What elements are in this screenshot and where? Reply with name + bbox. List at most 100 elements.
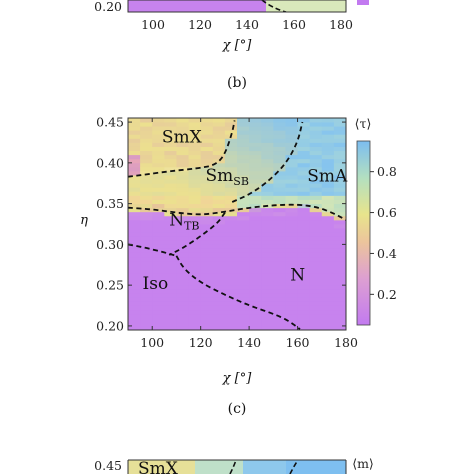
heatmap-cell (261, 183, 274, 188)
heatmap-cell (297, 175, 311, 180)
heatmap-cell (176, 248, 189, 253)
heatmap-cell (249, 309, 262, 315)
heatmap-cell (261, 199, 274, 205)
heatmap-cell (200, 118, 214, 123)
heatmap-cell (249, 285, 262, 290)
heatmap-cell (200, 134, 214, 139)
region-label-smx: SmX (162, 128, 203, 148)
heatmap-cell (200, 281, 214, 286)
heatmap-cell (128, 313, 141, 319)
heatmap-cell (321, 313, 335, 319)
heatmap-cell (297, 228, 311, 233)
heatmap-cell (224, 166, 238, 172)
heatmap-cell (176, 203, 189, 209)
heatmap-cell (261, 325, 274, 330)
heatmap-cell (273, 232, 286, 237)
heatmap-cell (224, 260, 238, 266)
heatmap-cell (237, 228, 250, 233)
heatmap-cell (237, 118, 250, 123)
heatmap-cell (249, 293, 262, 298)
heatmap-cell (164, 215, 177, 221)
heatmap-cell (140, 317, 153, 323)
heatmap-cell (176, 240, 189, 245)
heatmap-cell (321, 317, 335, 323)
heatmap-cell (249, 183, 262, 188)
heatmap-cell (261, 293, 274, 298)
heatmap-cell (297, 179, 311, 184)
heatmap-cell (224, 171, 238, 176)
heatmap-cell (261, 244, 274, 249)
heatmap-cell (249, 158, 262, 164)
heatmap-cell (164, 264, 177, 270)
heatmap-cell (333, 305, 346, 311)
heatmap-cell (128, 281, 141, 286)
heatmap-cell (140, 142, 153, 147)
heatmap-cell (224, 309, 238, 315)
heatmap-cell (285, 199, 298, 205)
heatmap-cell (212, 179, 226, 184)
heatmap-cell (309, 252, 323, 258)
heatmap-cell (273, 244, 286, 249)
heatmap-cell (273, 281, 286, 286)
heatmap-cell (309, 146, 323, 152)
heatmap-cell (164, 191, 177, 196)
heatmap-cell (261, 260, 274, 266)
heatmap-cell (285, 175, 298, 180)
bottom-colorbar-label: ⟨m⟩ (352, 456, 374, 471)
heatmap-cell (321, 207, 335, 213)
heatmap-cell (176, 293, 189, 298)
heatmap-cell (200, 317, 214, 323)
heatmap-cell (273, 179, 286, 184)
heatmap-cell (273, 219, 286, 225)
heatmap-cell (285, 268, 298, 274)
heatmap-cell (261, 236, 274, 241)
heatmap-cell (321, 195, 335, 200)
heatmap-cell (261, 130, 274, 135)
heatmap-cell (128, 171, 141, 176)
heatmap-cell (309, 281, 323, 286)
heatmap-cell (164, 162, 177, 168)
heatmap-cell (188, 203, 202, 209)
heatmap-cell (285, 211, 298, 217)
heatmap-cell (188, 183, 202, 188)
heatmap-cell (309, 215, 323, 221)
heatmap-cell (176, 244, 189, 249)
heatmap-cell (249, 321, 262, 327)
heatmap-cell (224, 325, 238, 330)
colorbar-label: ⟨τ⟩ (355, 116, 372, 131)
heatmap-cell (285, 183, 298, 188)
heatmap-cell (176, 321, 189, 327)
heatmap-cell (333, 313, 346, 319)
heatmap-cell (249, 325, 262, 330)
heatmap-cell (212, 183, 226, 188)
heatmap-cell (333, 236, 346, 241)
heatmap-cell (321, 264, 335, 270)
heatmap-cell (249, 211, 262, 217)
heatmap-cell (200, 179, 214, 184)
heatmap-cell (224, 211, 238, 217)
heatmap-cell (261, 175, 274, 180)
heatmap-cell (176, 289, 189, 294)
heatmap-cell (309, 224, 323, 229)
heatmap-cell (309, 228, 323, 233)
heatmap-cell (128, 272, 141, 278)
heatmap-cell (249, 228, 262, 233)
heatmap-cell (200, 321, 214, 327)
heatmap-cell (164, 154, 177, 160)
heatmap-cell (128, 277, 141, 282)
heatmap-cell (297, 325, 311, 330)
heatmap-cell (249, 260, 262, 266)
heatmap-cell (261, 118, 274, 123)
heatmap-cell (140, 179, 153, 184)
heatmap-cell (140, 154, 153, 160)
heatmap-cell (200, 232, 214, 237)
top-panel: 0.20 100 120 140 160 180 χ [°] (94, 0, 369, 53)
heatmap-cell (297, 224, 311, 229)
heatmap-cell (333, 256, 346, 262)
heatmap-cell (176, 134, 189, 139)
x-tick-label: 100 (140, 335, 164, 350)
heatmap-cell (321, 138, 335, 143)
heatmap-cell (309, 232, 323, 237)
heatmap-cell (309, 187, 323, 192)
heatmap-cell (212, 248, 226, 253)
